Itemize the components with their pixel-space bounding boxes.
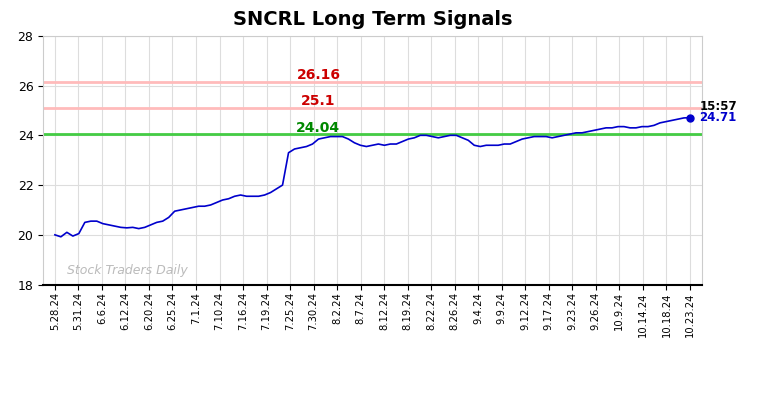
Point — [684, 115, 696, 121]
Text: 25.1: 25.1 — [301, 94, 336, 109]
Text: Stock Traders Daily: Stock Traders Daily — [67, 264, 187, 277]
Text: 24.71: 24.71 — [699, 111, 737, 124]
Text: 24.04: 24.04 — [296, 121, 340, 135]
Text: 26.16: 26.16 — [296, 68, 340, 82]
Title: SNCRL Long Term Signals: SNCRL Long Term Signals — [233, 10, 512, 29]
Text: 15:57: 15:57 — [699, 100, 737, 113]
